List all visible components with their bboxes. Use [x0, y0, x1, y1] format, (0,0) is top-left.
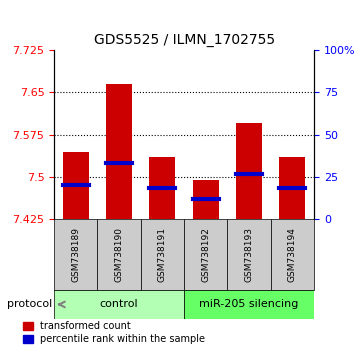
FancyBboxPatch shape: [271, 219, 314, 290]
Bar: [236, 123, 262, 219]
Text: GSM738192: GSM738192: [201, 227, 210, 282]
FancyBboxPatch shape: [184, 219, 227, 290]
Text: protocol: protocol: [7, 299, 52, 309]
Text: miR-205 silencing: miR-205 silencing: [199, 299, 299, 309]
FancyBboxPatch shape: [54, 219, 97, 290]
Text: GSM738190: GSM738190: [115, 227, 123, 282]
Title: GDS5525 / ILMN_1702755: GDS5525 / ILMN_1702755: [93, 33, 275, 47]
FancyBboxPatch shape: [54, 290, 184, 319]
Text: control: control: [100, 299, 138, 309]
FancyBboxPatch shape: [97, 219, 141, 290]
Text: GSM738194: GSM738194: [288, 227, 297, 282]
Bar: [149, 157, 175, 219]
Legend: transformed count, percentile rank within the sample: transformed count, percentile rank withi…: [23, 321, 205, 344]
Text: GSM738191: GSM738191: [158, 227, 167, 282]
Bar: [106, 84, 132, 219]
Text: GSM738193: GSM738193: [245, 227, 253, 282]
Bar: [193, 180, 219, 219]
Text: GSM738189: GSM738189: [71, 227, 80, 282]
Bar: [63, 152, 89, 219]
FancyBboxPatch shape: [184, 290, 314, 319]
FancyBboxPatch shape: [141, 219, 184, 290]
FancyBboxPatch shape: [227, 219, 271, 290]
Bar: [279, 157, 305, 219]
